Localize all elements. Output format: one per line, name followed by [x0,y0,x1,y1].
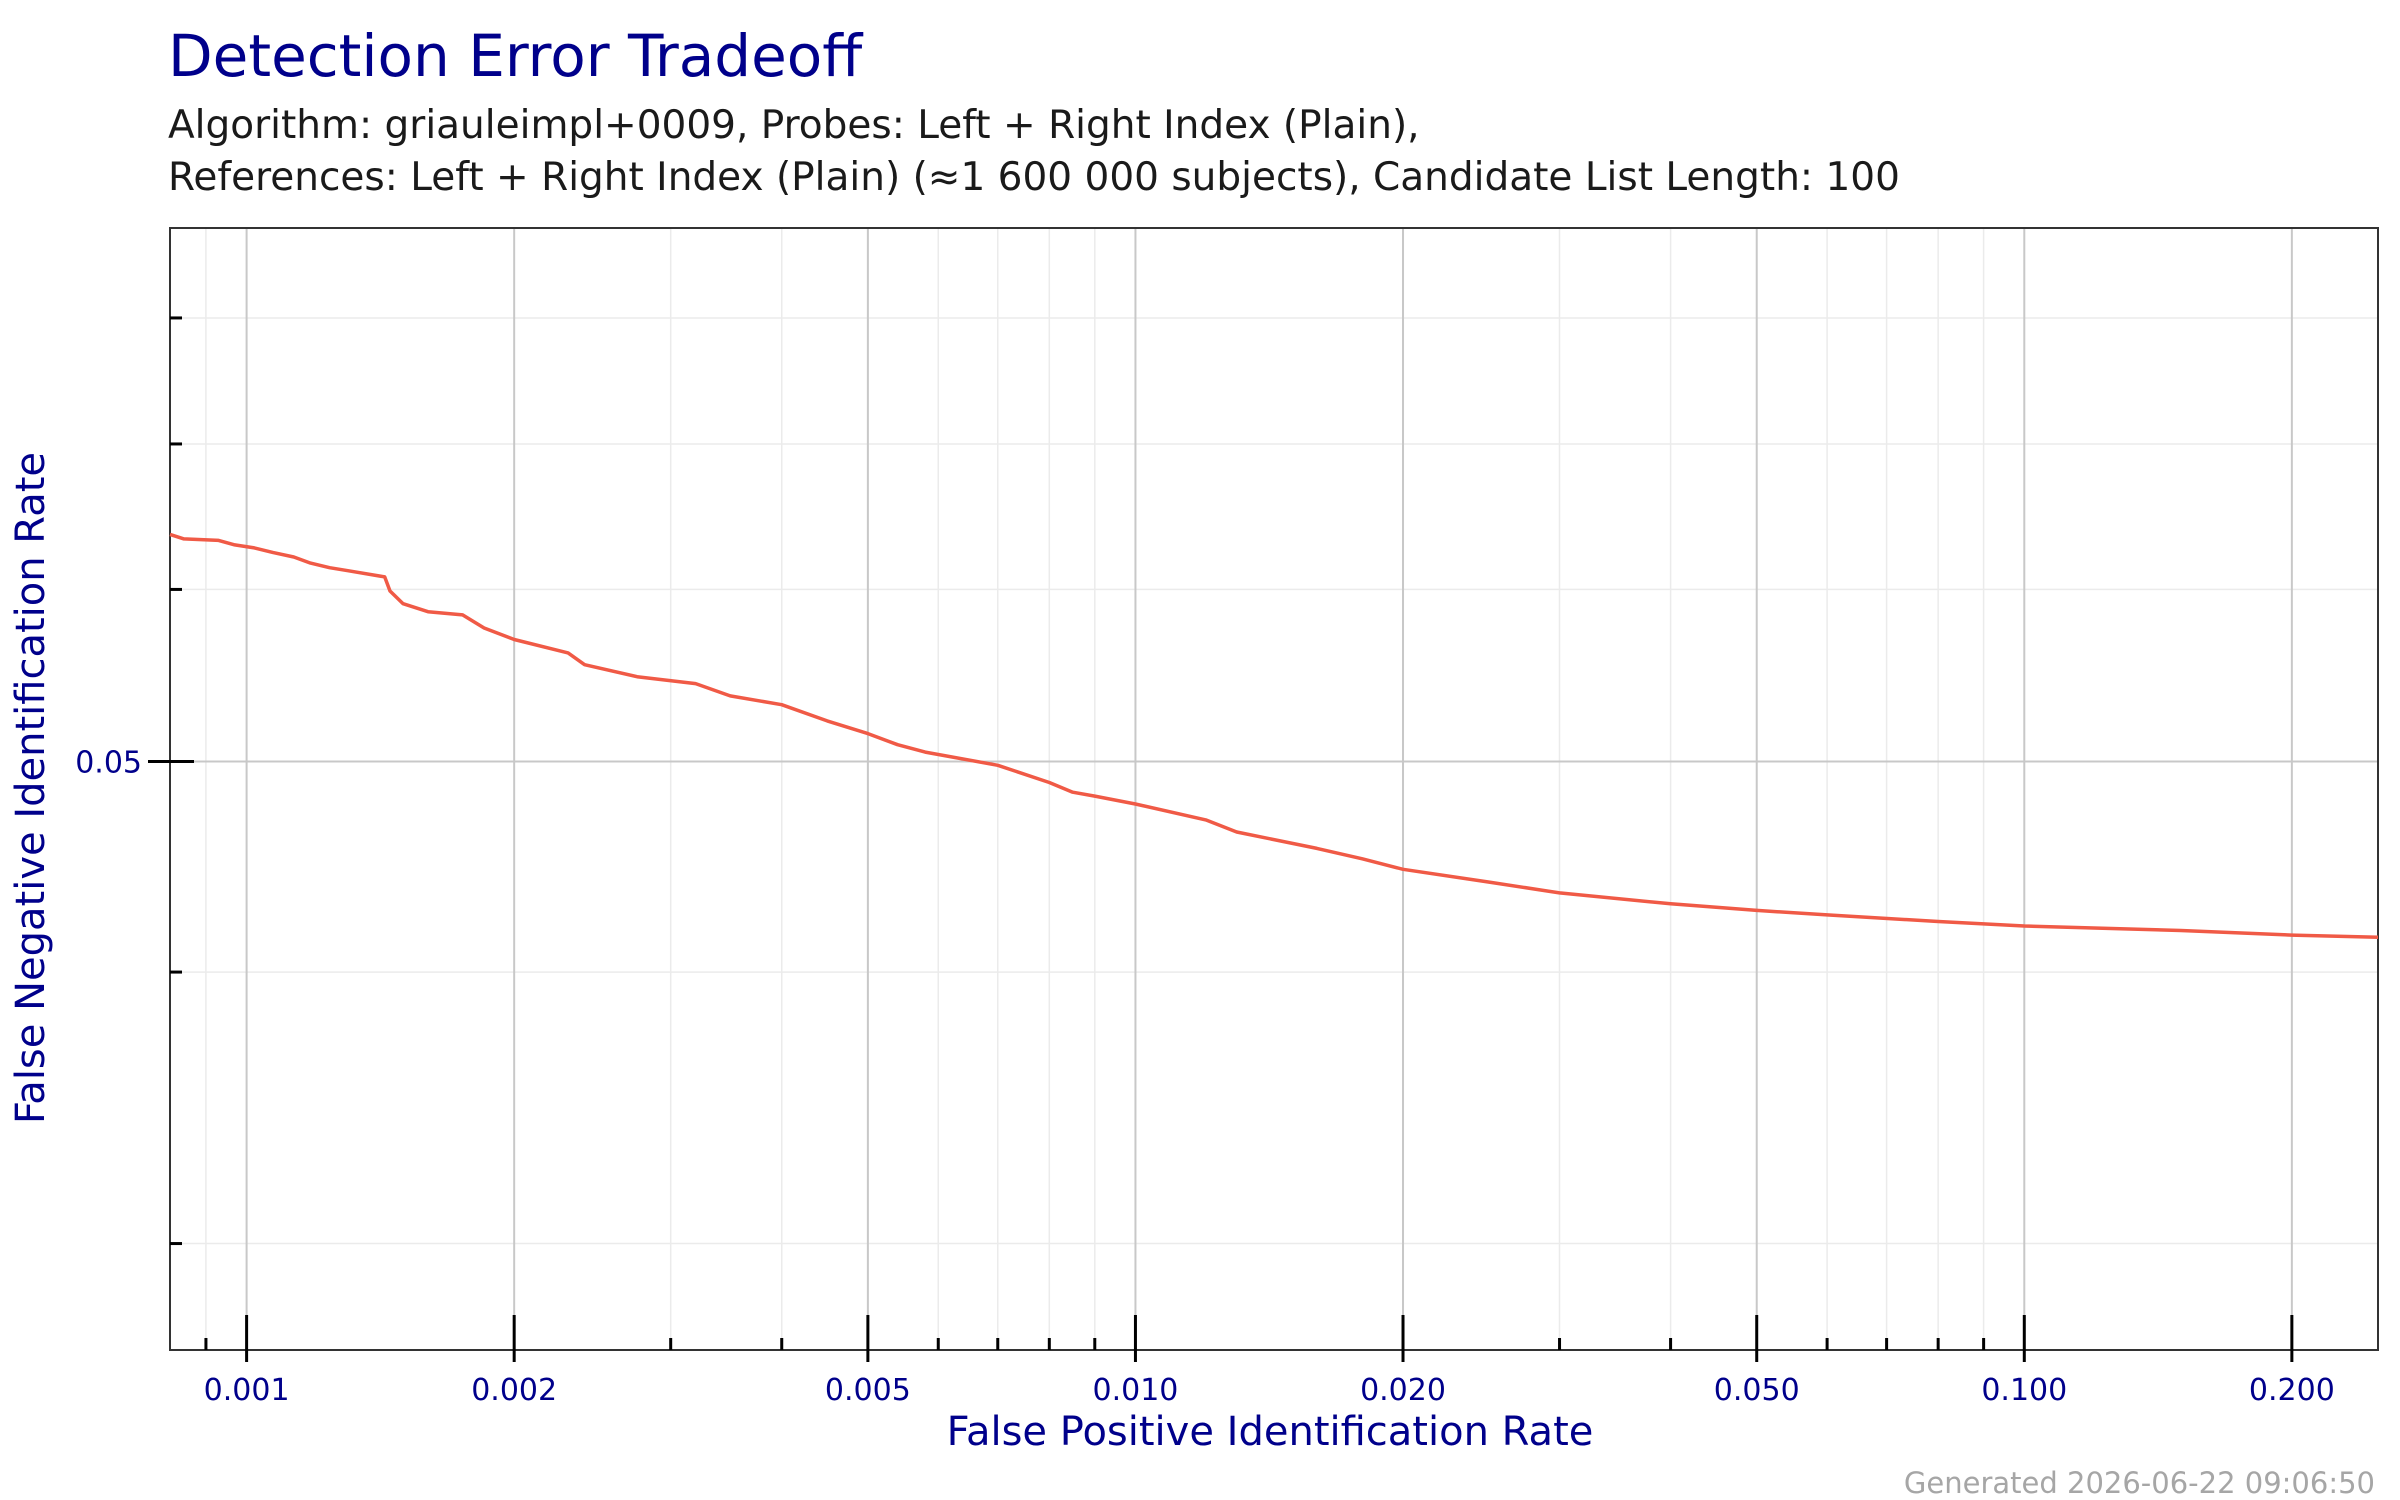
x-tick-label: 0.002 [471,1373,557,1408]
plot-panel-border [169,227,2379,1351]
x-tick-label: 0.020 [1360,1373,1446,1408]
x-tick-label: 0.010 [1093,1373,1179,1408]
x-tick-label: 0.050 [1714,1373,1800,1408]
chart-title: Detection Error Tradeoff [168,22,864,90]
det-curve-series-1 [169,532,2379,940]
x-tick-label: 0.005 [825,1373,911,1408]
grid [170,228,2378,1350]
x-tick-label: 0.001 [204,1373,290,1408]
x-tick-label: 0.100 [1981,1373,2067,1408]
y-axis-title: False Negative Identification Rate [8,452,54,1124]
generated-timestamp: Generated 2026-06-22 09:06:50 [1904,1466,2375,1500]
chart-subtitle-line-1: Algorithm: griauleimpl+0009, Probes: Lef… [168,103,1420,148]
y-tick-label: 0.05 [75,745,142,780]
series-layer [169,532,2379,940]
axis-ticks: 0.001 0.002 0.005 0.010 0.020 0.050 0.100 0.200… [75,316,2335,1408]
x-axis-title: False Positive Identification Rate [947,1409,1594,1455]
x-tick-label: 0.200 [2249,1373,2335,1408]
chart-subtitle-line-2: References: Left + Right Index (Plain) (… [168,155,1900,200]
